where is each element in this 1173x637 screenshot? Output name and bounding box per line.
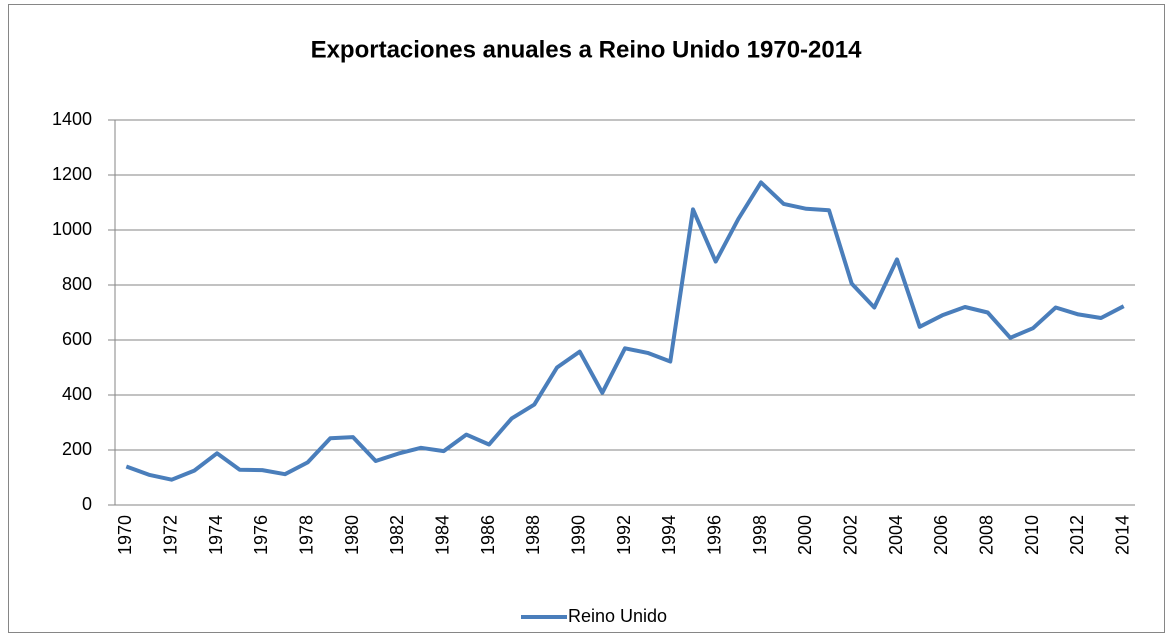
x-tick-label: 2014 bbox=[1112, 515, 1132, 555]
x-tick-label: 2000 bbox=[795, 515, 815, 555]
x-tick-label: 1994 bbox=[659, 515, 679, 555]
y-tick-label: 200 bbox=[62, 439, 92, 459]
x-tick-label: 1988 bbox=[523, 515, 543, 555]
x-tick-label: 1984 bbox=[432, 515, 452, 555]
y-tick-label: 400 bbox=[62, 384, 92, 404]
y-tick-label: 1200 bbox=[52, 164, 92, 184]
x-tick-label: 1972 bbox=[160, 515, 180, 555]
x-tick-label: 1976 bbox=[251, 515, 271, 555]
x-tick-label: 1970 bbox=[115, 515, 135, 555]
chart-frame bbox=[8, 4, 1165, 633]
x-tick-label: 1978 bbox=[296, 515, 316, 555]
y-tick-label: 800 bbox=[62, 274, 92, 294]
y-tick-label: 600 bbox=[62, 329, 92, 349]
series-line bbox=[125, 180, 1125, 482]
legend-label: Reino Unido bbox=[568, 606, 667, 626]
x-tick-label: 2012 bbox=[1067, 515, 1087, 555]
x-tick-label: 1980 bbox=[342, 515, 362, 555]
y-tick-label: 1400 bbox=[52, 109, 92, 129]
y-tick-label: 0 bbox=[82, 494, 92, 514]
x-tick-label: 1974 bbox=[206, 515, 226, 555]
x-tick-label: 2002 bbox=[840, 515, 860, 555]
x-tick-label: 2006 bbox=[931, 515, 951, 555]
x-tick-label: 2004 bbox=[886, 515, 906, 555]
x-tick-label: 1996 bbox=[704, 515, 724, 555]
x-tick-label: 1990 bbox=[568, 515, 588, 555]
y-tick-label: 1000 bbox=[52, 219, 92, 239]
chart-title: Exportaciones anuales a Reino Unido 1970… bbox=[311, 36, 863, 63]
x-tick-label: 1998 bbox=[750, 515, 770, 555]
x-tick-label: 1992 bbox=[614, 515, 634, 555]
x-tick-label: 1986 bbox=[478, 515, 498, 555]
x-tick-label: 2010 bbox=[1022, 515, 1042, 555]
x-tick-label: 1982 bbox=[387, 515, 407, 555]
x-tick-label: 2008 bbox=[976, 515, 996, 555]
